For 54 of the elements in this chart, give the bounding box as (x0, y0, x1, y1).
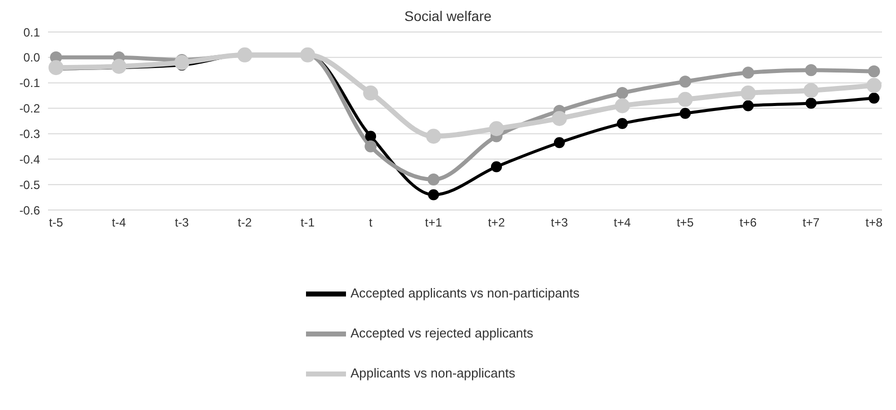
x-tick-label: t+4 (614, 216, 632, 230)
point (678, 92, 693, 107)
point (806, 98, 817, 109)
point (866, 78, 882, 93)
x-tick-label: t (368, 216, 373, 230)
point (740, 86, 756, 101)
point (616, 87, 628, 100)
x-tick-label: t-5 (48, 216, 64, 230)
x-tick-label: t-2 (238, 216, 252, 230)
point (48, 60, 64, 76)
point (364, 140, 377, 152)
point (488, 121, 504, 136)
legend-label: Accepted applicants vs non-participants (350, 285, 580, 300)
y-tick-label: -0.3 (19, 126, 40, 141)
point (805, 64, 818, 76)
y-tick-label: -0.2 (19, 102, 40, 116)
x-tick-label: t+7 (802, 216, 820, 230)
point (804, 82, 819, 98)
y-tick-label: -0.6 (19, 203, 40, 218)
y-tick-label: -0.5 (19, 178, 40, 192)
point (679, 76, 692, 88)
x-tick-label: t-4 (112, 216, 126, 230)
x-tick-label: t+5 (676, 216, 694, 230)
point (742, 66, 754, 79)
x-tick-label: t-3 (174, 216, 190, 230)
chart-title: Social welfare (403, 8, 493, 24)
point (426, 128, 442, 144)
x-tick-label: t+3 (550, 216, 568, 230)
y-tick-label: -0.1 (19, 76, 40, 90)
point (111, 58, 126, 74)
point (742, 100, 754, 112)
point (428, 189, 440, 200)
point (680, 108, 691, 119)
legend-label: Accepted vs rejected applicants (350, 325, 534, 340)
point (868, 92, 880, 104)
x-tick-label: t+8 (865, 216, 883, 230)
point (868, 65, 880, 78)
x-tick-label: t+2 (488, 216, 506, 230)
legend-label: Applicants vs non-applicants (350, 365, 516, 380)
point (616, 118, 628, 130)
point (365, 130, 376, 142)
x-tick-label: t-1 (300, 216, 316, 230)
point (614, 98, 630, 114)
y-tick-label: 0.1 (23, 25, 40, 40)
point (554, 137, 565, 148)
y-tick-label: 0.0 (23, 50, 40, 65)
point (363, 86, 378, 101)
point (490, 161, 502, 172)
point (552, 110, 567, 126)
point (174, 55, 190, 70)
point (428, 173, 440, 186)
x-tick-label: t+1 (425, 216, 442, 230)
x-tick-label: t+6 (740, 216, 757, 230)
y-tick-label: -0.4 (19, 152, 40, 166)
